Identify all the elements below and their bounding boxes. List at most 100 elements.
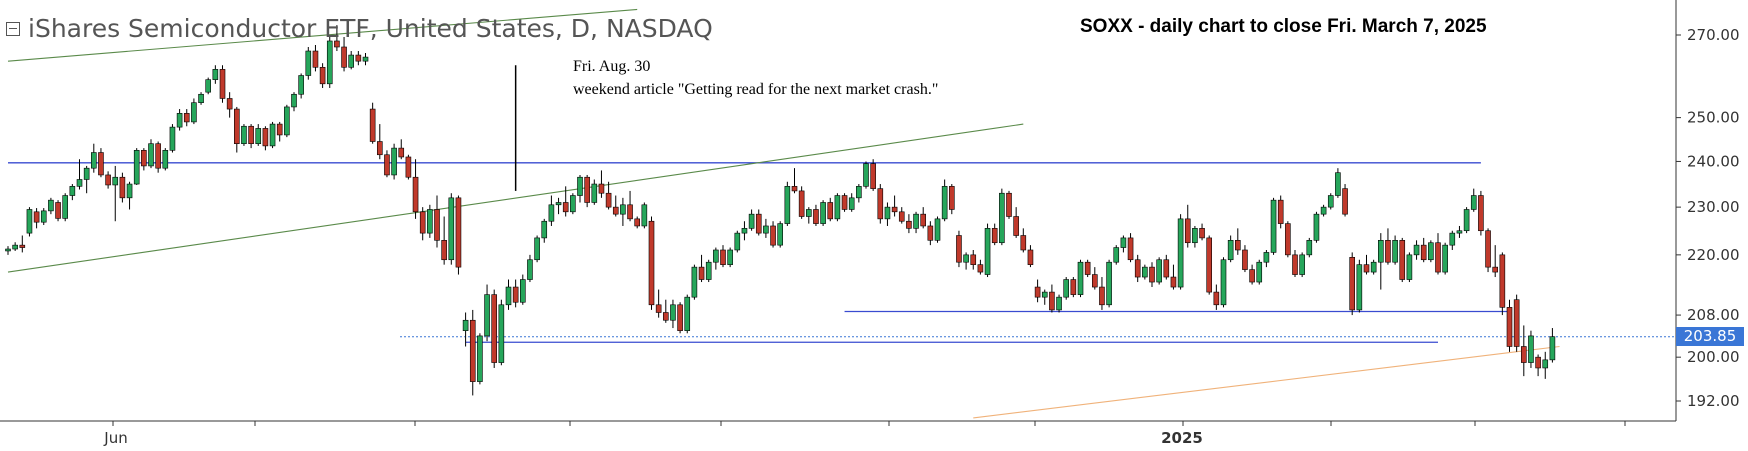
candle-body-up	[169, 126, 176, 151]
candle-body-down	[927, 225, 934, 241]
candle-body-down	[920, 213, 927, 227]
candle-body-down	[877, 188, 884, 220]
candle	[62, 193, 69, 222]
candle-body-up	[1256, 261, 1263, 283]
candle	[1492, 245, 1498, 278]
annotation-text: weekend article "Getting read for the ne…	[573, 81, 939, 98]
candle	[1535, 354, 1541, 377]
candle	[1478, 190, 1484, 236]
candle-body-up	[391, 147, 397, 176]
candle-body-down	[434, 209, 440, 241]
candle	[162, 148, 169, 171]
candle	[820, 200, 826, 226]
candle-body-down	[276, 123, 283, 136]
price-axis[interactable]: 270.00 250.00 240.00 230.00 220.00 208.00 200.…	[1676, 26, 1740, 410]
candle	[913, 211, 919, 234]
candle-body-up	[48, 199, 54, 212]
candle-body-up	[362, 56, 369, 62]
trend-line-long-term-support	[973, 345, 1560, 419]
candle-body-down	[55, 202, 61, 219]
trend-line-channel-lower	[7, 123, 1024, 273]
candle	[620, 197, 626, 226]
candle	[448, 193, 455, 265]
candle	[827, 197, 834, 222]
candle	[484, 284, 490, 342]
candle	[519, 274, 526, 305]
candle	[19, 235, 26, 253]
candle	[176, 109, 183, 131]
candle-body-down	[355, 54, 362, 62]
candle	[577, 174, 583, 203]
candle	[941, 179, 948, 222]
candle-body-down	[141, 150, 147, 167]
candle	[805, 207, 812, 224]
candle-body-up	[884, 206, 891, 220]
candle	[991, 223, 998, 246]
candle-body-down	[1249, 269, 1255, 283]
candle-body-up	[856, 186, 862, 199]
candle	[219, 65, 226, 103]
candle-body-down	[1535, 356, 1541, 369]
candle-body-down	[319, 66, 326, 85]
candle-body-up	[805, 209, 812, 217]
candle-body-up	[1542, 359, 1549, 369]
candle-body-up	[298, 75, 304, 95]
candle	[241, 124, 247, 146]
time-axis[interactable]: Jun 2025	[103, 421, 1626, 447]
candle-body-up	[284, 106, 290, 136]
candle	[1077, 259, 1084, 298]
candle-body-down	[813, 209, 819, 224]
candle-body-up	[1406, 254, 1413, 280]
candle-body-down	[341, 46, 347, 68]
candle	[498, 299, 505, 366]
candle-body-up	[1113, 247, 1120, 263]
candle-body-up	[148, 143, 154, 167]
candle-body-down	[1092, 274, 1098, 288]
candle	[1542, 351, 1549, 379]
candle	[763, 218, 769, 238]
candle	[1549, 328, 1556, 363]
candle-body-down	[1342, 188, 1348, 215]
price-tick-label: 230.00	[1687, 198, 1740, 216]
candle	[934, 216, 941, 243]
candle	[927, 221, 934, 246]
candle	[999, 188, 1005, 246]
candle-body-down	[648, 220, 655, 306]
candle	[1399, 237, 1406, 283]
candle-body-up	[1549, 336, 1556, 361]
candle	[920, 207, 927, 229]
candle-body-up	[62, 195, 69, 219]
candle	[284, 104, 290, 138]
candle	[1470, 188, 1477, 212]
candle	[1435, 233, 1441, 275]
candle-body-up	[984, 228, 991, 275]
candle	[963, 252, 969, 270]
candle	[591, 179, 598, 205]
candle	[1134, 254, 1141, 283]
candle-body-up	[241, 125, 247, 145]
candle-body-down	[891, 206, 898, 213]
candle	[1227, 235, 1234, 263]
candle	[1428, 240, 1434, 263]
candle-body-up	[1378, 240, 1384, 263]
candle	[1006, 190, 1012, 219]
candle-body-down	[234, 108, 240, 145]
candle	[1499, 252, 1506, 316]
candle	[798, 186, 805, 219]
candle-body-down	[1349, 256, 1355, 311]
candle-body-down	[1184, 218, 1191, 244]
candle-body-down	[1027, 249, 1034, 265]
candle	[648, 216, 655, 310]
candle-body-up	[498, 304, 505, 363]
collapse-icon[interactable]	[6, 21, 20, 36]
candle	[1049, 284, 1055, 313]
candle	[1442, 242, 1448, 275]
candle	[1378, 233, 1384, 290]
candle-body-up	[1227, 240, 1234, 261]
candle-body-down	[412, 176, 419, 213]
candle	[948, 184, 955, 215]
candle-body-up	[40, 210, 47, 223]
candle-body-down	[512, 286, 519, 303]
candle	[191, 98, 197, 125]
